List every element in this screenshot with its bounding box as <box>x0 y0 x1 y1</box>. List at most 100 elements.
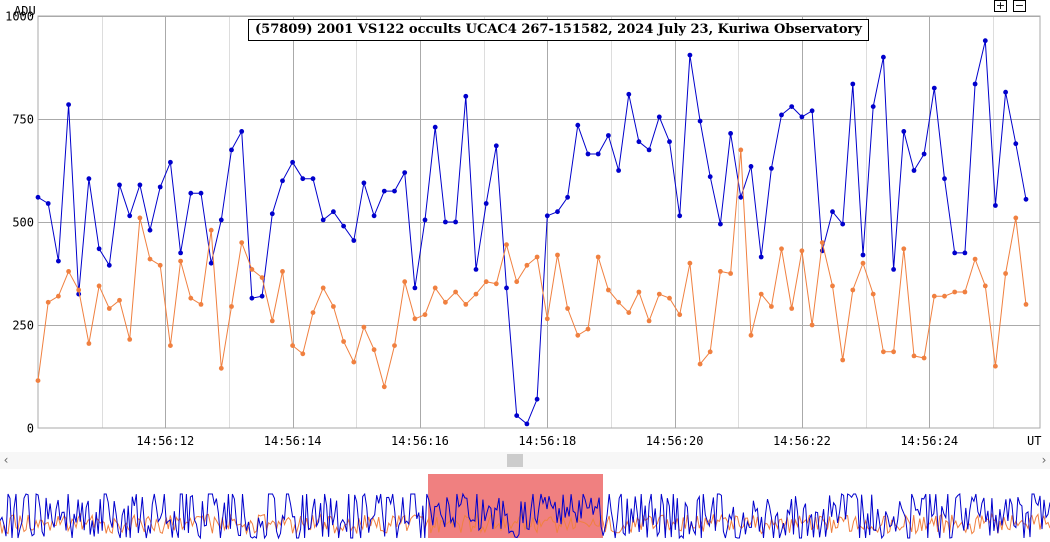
data-point-1 <box>483 279 489 285</box>
y-tick-label: 1000 <box>5 10 34 24</box>
data-point-1 <box>738 147 744 153</box>
zoom-out-button[interactable]: − <box>1013 0 1026 12</box>
data-point-0 <box>35 194 41 200</box>
data-point-0 <box>555 209 560 215</box>
data-point-1 <box>799 248 805 254</box>
data-point-0 <box>218 217 224 223</box>
data-point-0 <box>229 147 234 153</box>
data-point-1 <box>850 287 856 293</box>
data-point-0 <box>544 213 550 219</box>
data-point-1 <box>779 246 784 252</box>
data-point-1 <box>962 289 968 295</box>
data-point-0 <box>870 104 876 109</box>
data-point-0 <box>982 38 988 44</box>
scrollbar-thumb[interactable] <box>507 454 523 467</box>
data-point-0 <box>524 421 530 427</box>
data-point-1 <box>585 326 591 332</box>
data-point-1 <box>280 269 285 274</box>
data-point-0 <box>911 168 917 173</box>
data-point-1 <box>361 324 367 330</box>
data-point-1 <box>901 246 907 252</box>
data-point-1 <box>392 343 397 348</box>
data-point-0 <box>779 112 784 118</box>
data-point-0 <box>371 213 377 219</box>
data-point-1 <box>35 378 41 383</box>
x-tick-label: 14:56:16 <box>391 434 449 448</box>
data-point-1 <box>687 260 693 266</box>
data-point-1 <box>707 349 713 355</box>
data-point-0 <box>310 176 316 182</box>
data-point-0 <box>718 221 723 227</box>
y-tick-label: 500 <box>12 216 34 230</box>
x-tick-label: 14:56:22 <box>773 434 831 448</box>
data-point-0 <box>249 295 255 301</box>
data-point-1 <box>249 267 255 272</box>
data-point-0 <box>483 201 489 206</box>
data-point-1 <box>544 316 550 322</box>
data-point-1 <box>473 291 479 297</box>
data-point-0 <box>422 217 428 223</box>
data-point-0 <box>830 209 835 215</box>
data-point-1 <box>290 343 295 348</box>
data-point-1 <box>982 283 988 289</box>
data-point-1 <box>718 269 723 274</box>
data-point-1 <box>422 312 428 318</box>
data-point-0 <box>514 413 520 418</box>
data-point-0 <box>850 81 856 87</box>
horizontal-scrollbar[interactable] <box>0 452 1050 469</box>
scroll-right-icon[interactable]: › <box>1041 453 1047 467</box>
data-point-1 <box>493 281 499 287</box>
data-point-0 <box>392 188 397 194</box>
x-tick-label: 14:56:24 <box>900 434 958 448</box>
data-point-1 <box>310 310 316 315</box>
data-point-1 <box>819 240 825 246</box>
data-point-1 <box>860 260 866 266</box>
data-point-0 <box>137 182 143 188</box>
data-point-0 <box>198 190 204 196</box>
data-point-1 <box>565 306 570 311</box>
data-point-0 <box>402 170 408 176</box>
overview-strip <box>0 474 1050 540</box>
zoom-in-button[interactable]: + <box>994 0 1007 12</box>
data-point-1 <box>269 318 275 324</box>
data-point-0 <box>697 118 703 124</box>
data-point-1 <box>830 283 835 289</box>
data-point-1 <box>677 312 683 318</box>
data-point-0 <box>942 176 947 182</box>
data-point-0 <box>178 250 184 256</box>
data-point-0 <box>157 184 163 190</box>
data-point-0 <box>901 129 907 134</box>
plot-frame <box>37 15 1041 429</box>
data-point-0 <box>728 131 733 136</box>
series-line-0 <box>37 40 1027 425</box>
data-point-0 <box>86 176 92 182</box>
overview-visible-window <box>428 474 603 538</box>
scroll-left-icon[interactable]: ‹ <box>3 453 9 467</box>
data-point-1 <box>432 285 438 291</box>
data-point-1 <box>891 349 896 355</box>
data-point-1 <box>341 339 346 344</box>
x-tick-label: 14:56:18 <box>518 434 576 448</box>
data-point-0 <box>361 180 367 186</box>
data-point-1 <box>748 332 754 338</box>
data-point-1 <box>616 299 621 305</box>
data-point-0 <box>320 217 326 223</box>
data-point-1 <box>127 337 133 342</box>
data-point-0 <box>66 102 71 107</box>
data-point-1 <box>1013 215 1019 221</box>
x-tick-label: 14:56:14 <box>264 434 322 448</box>
data-point-1 <box>697 361 703 367</box>
data-point-0 <box>331 209 336 215</box>
data-point-1 <box>769 304 774 309</box>
data-point-0 <box>575 122 581 128</box>
data-point-1 <box>524 262 530 268</box>
data-point-1 <box>972 256 978 262</box>
data-point-0 <box>412 285 418 291</box>
data-point-1 <box>351 359 357 365</box>
y-tick-label: 250 <box>12 319 34 333</box>
data-point-0 <box>769 166 774 171</box>
data-point-0 <box>707 174 713 180</box>
data-point-0 <box>473 267 479 272</box>
data-point-0 <box>748 164 754 169</box>
data-point-0 <box>758 254 764 260</box>
